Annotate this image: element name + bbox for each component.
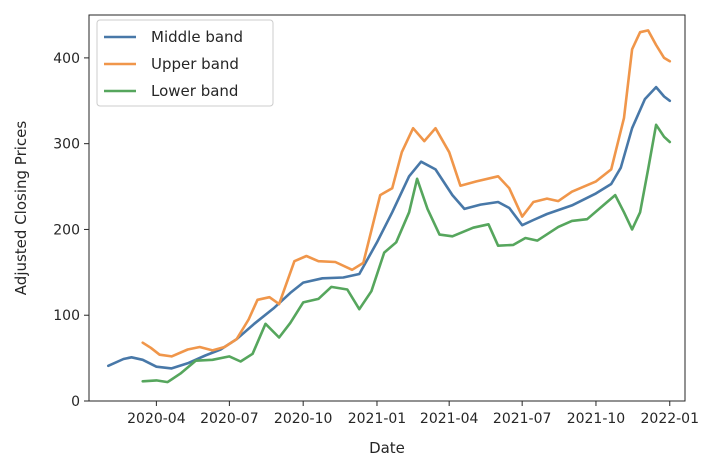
x-tick-label: 2021-04 — [420, 411, 479, 427]
y-tick-label: 200 — [53, 222, 80, 238]
y-tick-label: 100 — [53, 308, 80, 324]
series-layer — [107, 29, 672, 384]
legend-label: Middle band — [151, 28, 243, 46]
y-axis-ticks: 0 100 200 300 400 — [53, 51, 89, 410]
x-tick-label: 2020-10 — [274, 411, 333, 427]
legend: Middle band Upper band Lower band — [96, 19, 274, 107]
y-axis-label: Adjusted Closing Prices — [12, 121, 30, 296]
legend-label: Lower band — [151, 82, 238, 100]
x-axis-ticks: 2020-04 2020-07 2020-10 2021-01 2021-04 2021-… — [127, 401, 699, 427]
series-line-1 — [141, 29, 672, 358]
y-tick-label: 300 — [53, 137, 80, 153]
x-tick-label: 2020-07 — [200, 411, 259, 427]
x-tick-label: 2021-10 — [567, 411, 626, 427]
x-tick-label: 2021-07 — [493, 411, 552, 427]
x-axis-label: Date — [369, 439, 405, 457]
legend-label: Upper band — [151, 55, 239, 73]
y-tick-label: 0 — [71, 394, 80, 410]
x-tick-label: 2021-01 — [348, 411, 407, 427]
series-line-0 — [107, 85, 672, 370]
x-tick-label: 2020-04 — [127, 411, 186, 427]
legend-box — [96, 19, 274, 107]
x-tick-label: 2022-01 — [641, 411, 700, 427]
y-tick-label: 400 — [53, 51, 80, 67]
series-line-2 — [141, 123, 672, 384]
